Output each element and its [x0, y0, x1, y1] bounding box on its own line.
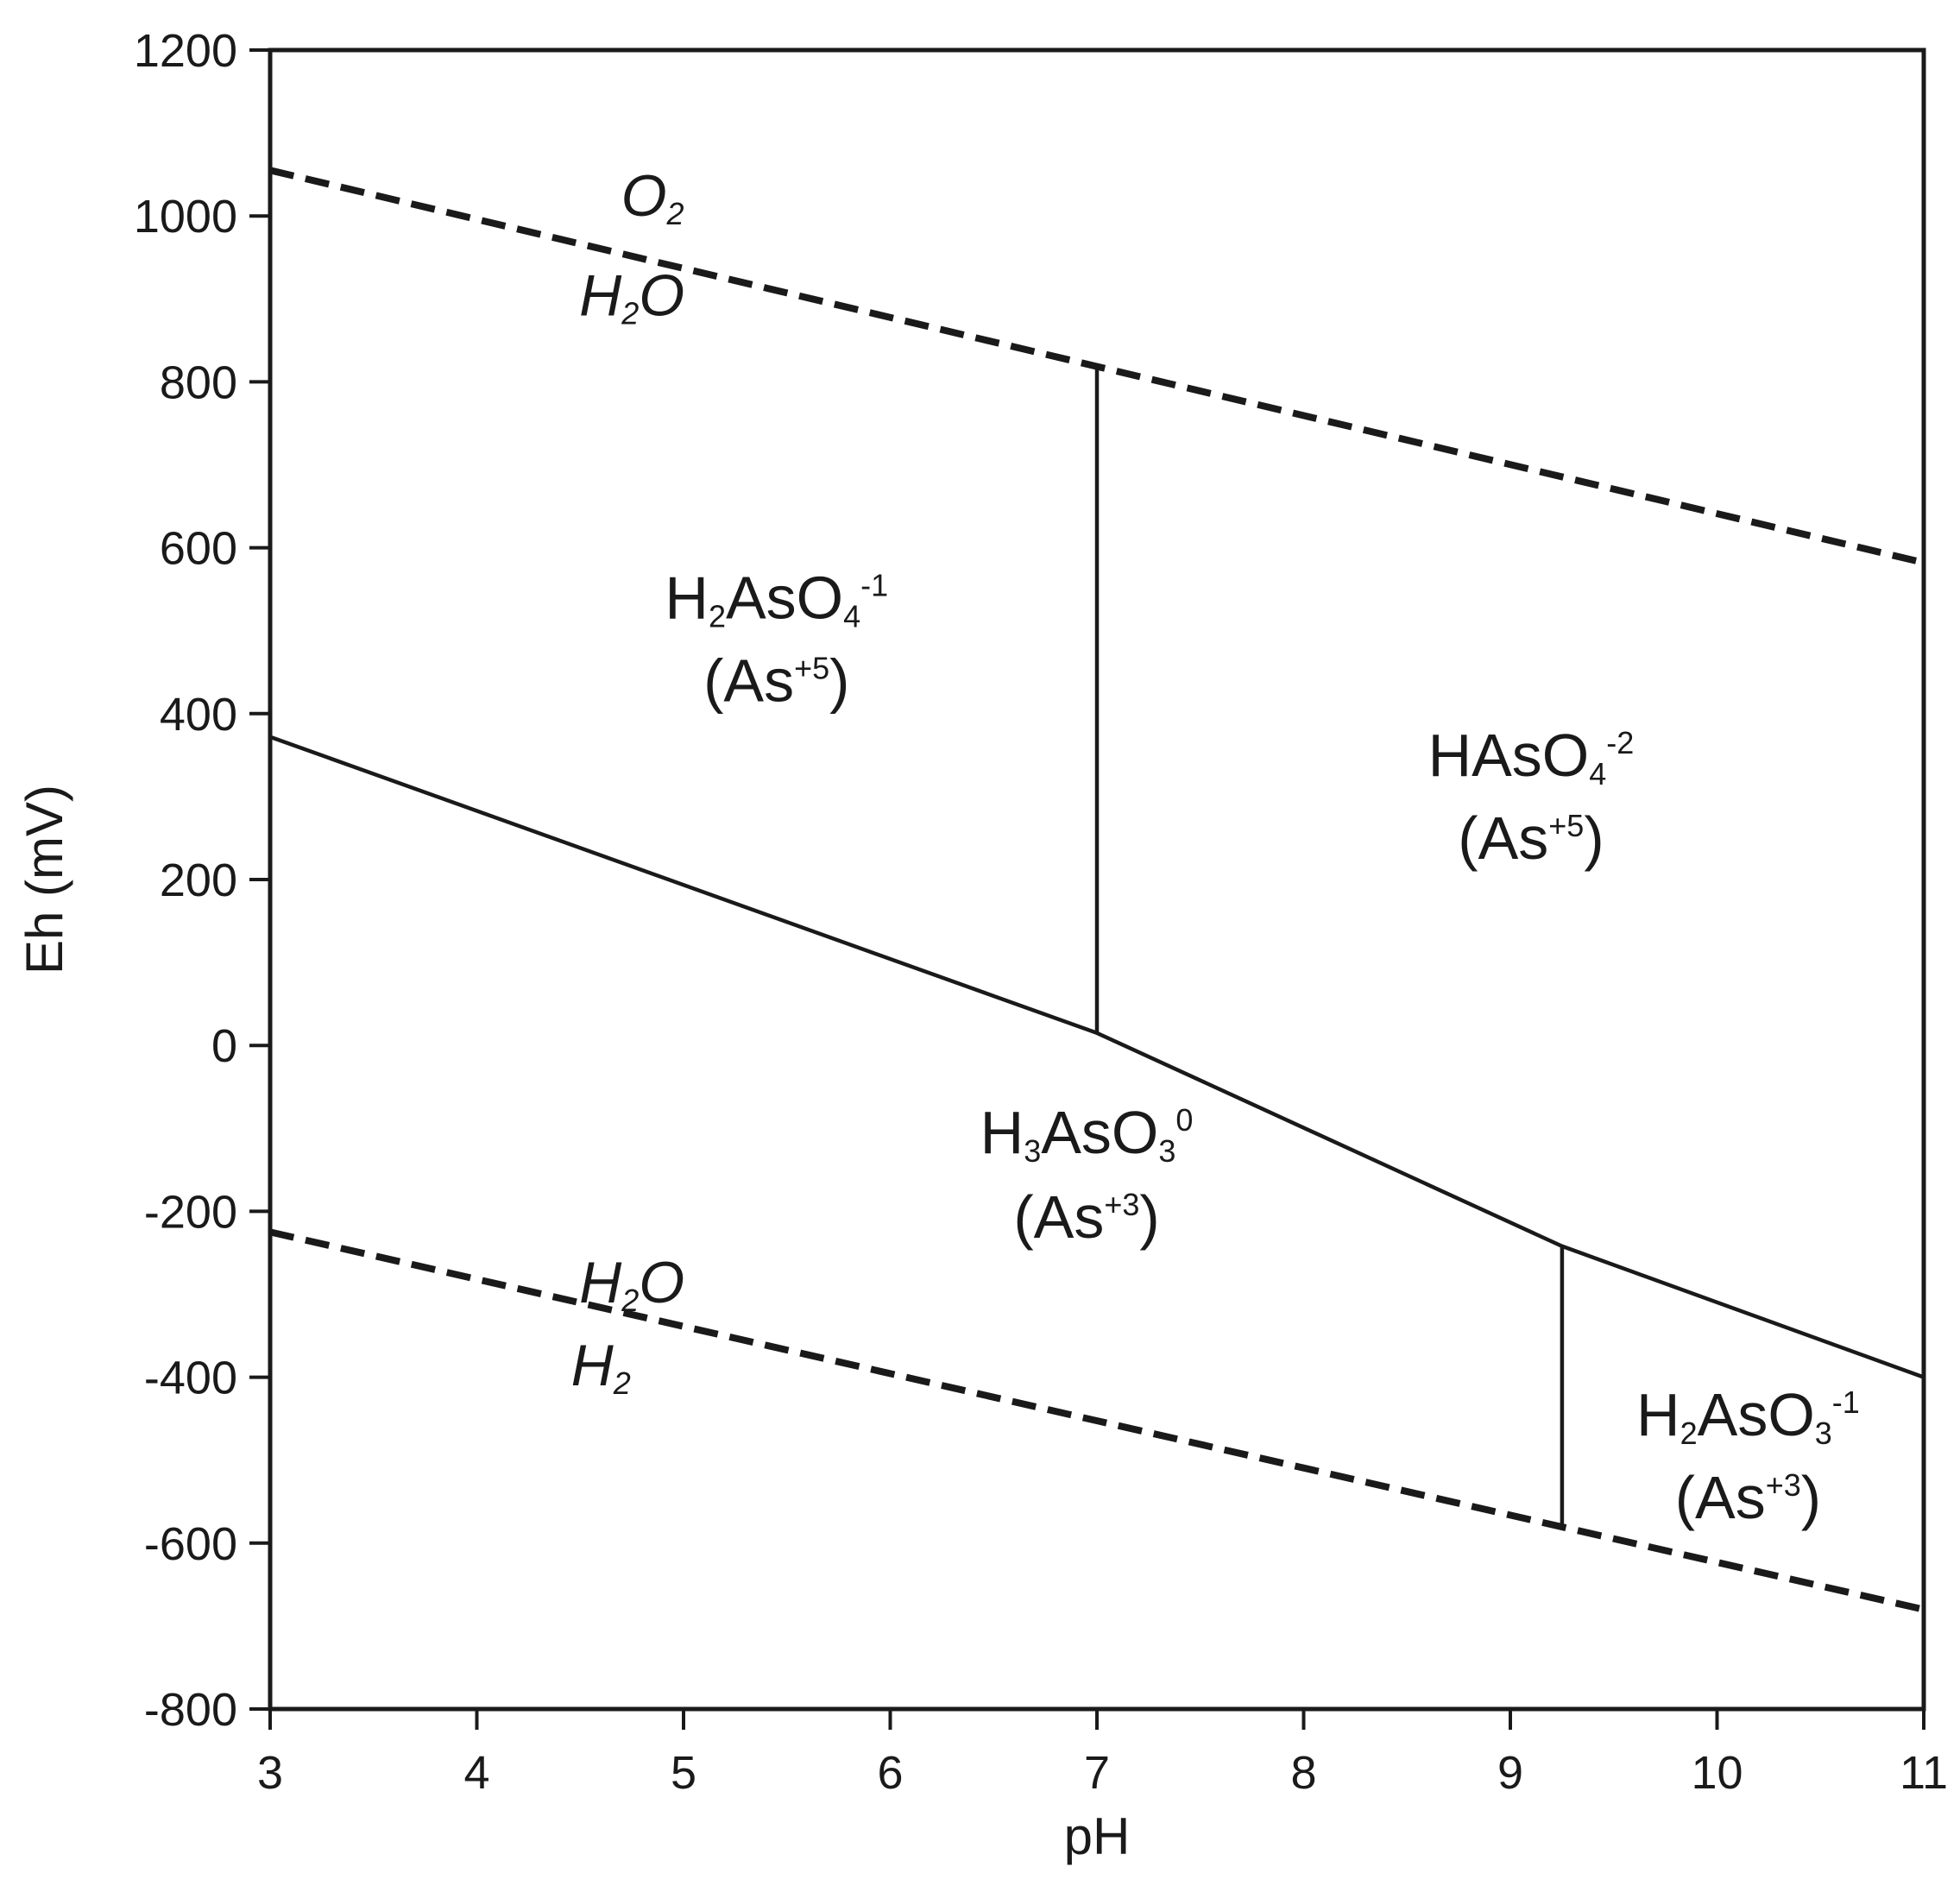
label-o2: O2 [621, 163, 684, 231]
y-tick-label: 400 [160, 689, 237, 741]
y-tick-label: -600 [144, 1518, 237, 1570]
y-tick-label: 0 [211, 1020, 237, 1072]
label-h2aso3-state: (As+3) [1675, 1464, 1821, 1531]
x-tick-label: 11 [1900, 1747, 1948, 1799]
label-h2o-lower: H2O [579, 1250, 684, 1318]
label-h2aso3: H2AsO3-1 [1636, 1381, 1860, 1451]
x-tick-label: 5 [671, 1747, 696, 1799]
y-tick-label: -200 [144, 1186, 237, 1238]
y-tick-label: 1000 [134, 191, 237, 243]
y-tick-label: 200 [160, 855, 237, 906]
x-tick-label: 7 [1084, 1747, 1110, 1799]
y-tick-label: -400 [144, 1353, 237, 1404]
x-tick-label: 3 [257, 1747, 283, 1799]
x-tick-label: 9 [1497, 1747, 1523, 1799]
boundary-line-3 [269, 735, 1925, 1379]
x-tick-label: 8 [1290, 1747, 1316, 1799]
boundary-line-1 [269, 167, 1925, 566]
label-haso4-state: (As+5) [1458, 804, 1604, 872]
x-axis-title: pH [1064, 1807, 1131, 1865]
label-h2o-upper: H2O [579, 263, 684, 331]
annotations: O2 H2O H2AsO4-1 (As+5) HAsO4-2 (As+5) H3AsO30 (… [571, 163, 1860, 1531]
x-tick-label: 6 [877, 1747, 903, 1799]
y-tick-label: 600 [160, 523, 237, 575]
x-axis: 3 4 5 6 7 8 9 10 11 [257, 1709, 1948, 1799]
y-tick-label: 800 [160, 356, 237, 408]
label-h2: H2 [571, 1333, 631, 1401]
label-h2aso4: H2AsO4-1 [665, 564, 888, 634]
boundary-line-2 [269, 1228, 1925, 1613]
x-tick-label: 4 [463, 1747, 489, 1799]
y-tick-label: -800 [144, 1684, 237, 1736]
y-axis: -800 -600 -400 -200 0 200 400 600 800 1000 1200 [134, 25, 270, 1736]
label-haso4: HAsO4-2 [1428, 722, 1635, 791]
label-h2aso4-state: (As+5) [703, 646, 849, 714]
y-axis-title: Eh (mV) [16, 785, 73, 974]
x-tick-label: 10 [1691, 1747, 1743, 1799]
label-h3aso3: H3AsO30 [980, 1099, 1194, 1169]
y-tick-label: 1200 [134, 25, 237, 77]
chart-marks [269, 167, 1925, 1613]
label-h3aso3-state: (As+3) [1013, 1183, 1159, 1251]
